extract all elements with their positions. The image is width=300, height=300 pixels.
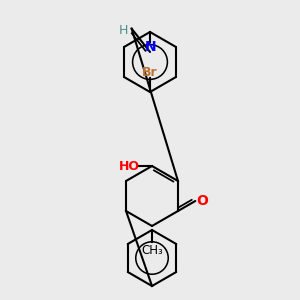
Text: Br: Br <box>142 65 158 79</box>
Text: N: N <box>145 40 157 54</box>
Text: CH₃: CH₃ <box>141 244 163 256</box>
Text: O: O <box>196 194 208 208</box>
Text: H: H <box>119 24 128 37</box>
Text: HO: HO <box>118 160 140 172</box>
